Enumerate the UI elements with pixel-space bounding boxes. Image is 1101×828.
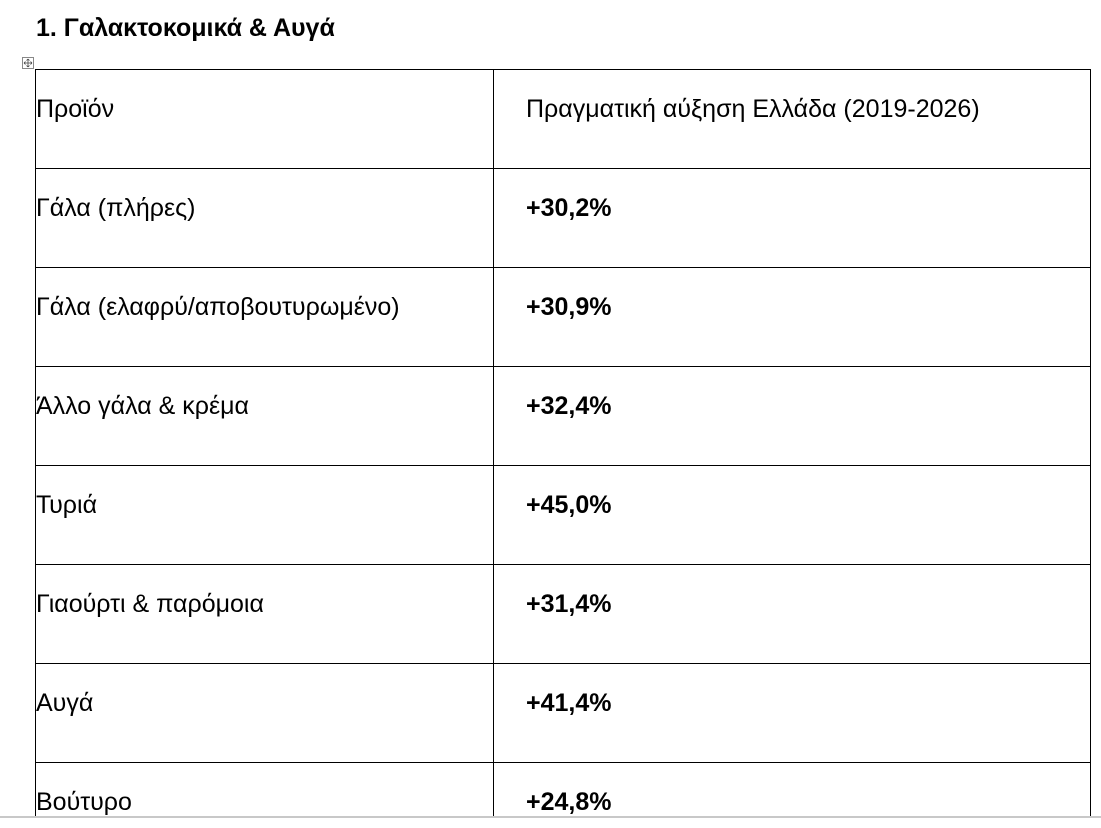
growth-value: +31,4% xyxy=(526,590,612,618)
column-divider xyxy=(493,367,494,465)
product-name: Γάλα (πλήρες) xyxy=(36,194,196,222)
column-divider xyxy=(493,466,494,564)
table-row: Γάλα (ελαφρύ/αποβουτυρωμένο) +30,9% xyxy=(35,267,1091,366)
product-name: Αυγά xyxy=(36,689,94,717)
growth-value: +30,9% xyxy=(526,293,612,321)
growth-value: +41,4% xyxy=(526,689,612,717)
column-divider xyxy=(493,169,494,267)
handle-arrows xyxy=(23,58,33,68)
column-divider xyxy=(493,565,494,663)
growth-value: +32,4% xyxy=(526,392,612,420)
section-title: 1. Γαλακτοκομικά & Αυγά xyxy=(36,14,335,42)
product-name: Τυριά xyxy=(36,491,98,519)
column-divider xyxy=(493,763,494,816)
table-row: Γιαούρτι & παρόμοια +31,4% xyxy=(35,564,1091,663)
growth-value: +30,2% xyxy=(526,194,612,222)
column-divider xyxy=(493,664,494,762)
table-row: Γάλα (πλήρες) +30,2% xyxy=(35,168,1091,267)
column-header: Πραγματική αύξηση Ελλάδα (2019-2026) xyxy=(526,95,980,123)
product-name: Άλλο γάλα & κρέμα xyxy=(36,392,249,420)
table-move-handle[interactable] xyxy=(22,57,34,69)
product-name: Γιαούρτι & παρόμοια xyxy=(36,590,264,618)
column-divider xyxy=(493,70,494,168)
column-header: Προϊόν xyxy=(36,95,115,123)
product-name: Βούτυρο xyxy=(36,788,132,816)
data-table: Προϊόν Πραγματική αύξηση Ελλάδα (2019-202… xyxy=(35,69,1091,816)
product-name: Γάλα (ελαφρύ/αποβουτυρωμένο) xyxy=(36,293,400,321)
page-edge xyxy=(0,816,1101,818)
table-row: Τυριά +45,0% xyxy=(35,465,1091,564)
table-row: Βούτυρο +24,8% xyxy=(35,762,1091,816)
growth-value: +24,8% xyxy=(526,788,612,816)
table-viewport: Προϊόν Πραγματική αύξηση Ελλάδα (2019-202… xyxy=(35,69,1091,816)
growth-value: +45,0% xyxy=(526,491,612,519)
table-row: Αυγά +41,4% xyxy=(35,663,1091,762)
header-row: Προϊόν Πραγματική αύξηση Ελλάδα (2019-202… xyxy=(35,69,1091,168)
column-divider xyxy=(493,268,494,366)
table-row: Άλλο γάλα & κρέμα +32,4% xyxy=(35,366,1091,465)
